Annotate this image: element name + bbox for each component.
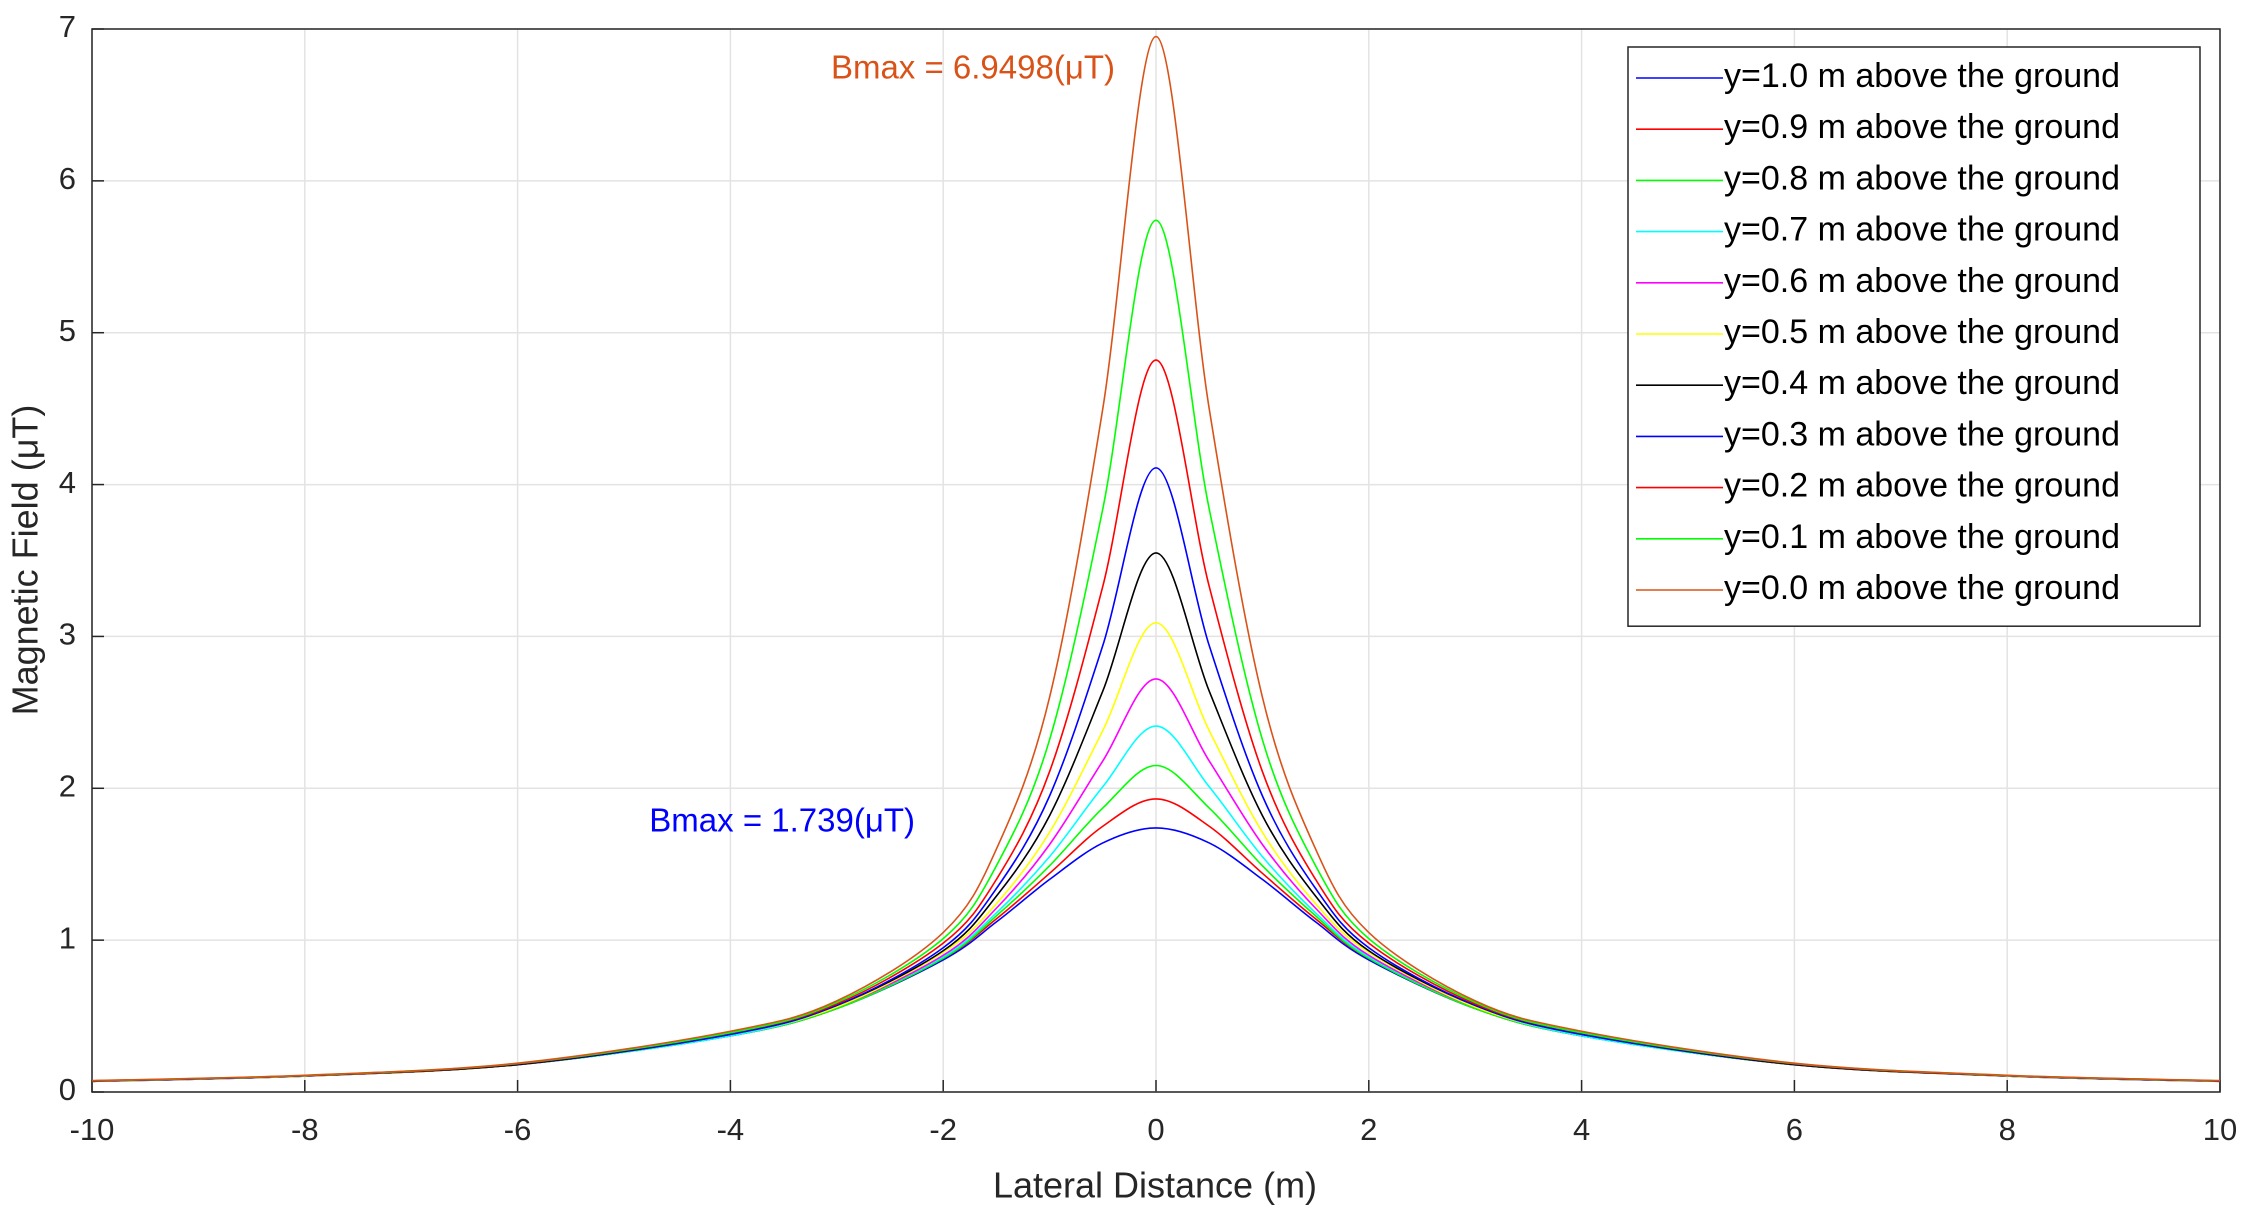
legend-label: y=0.1 m above the ground — [1724, 518, 2120, 556]
annotation: Bmax = 6.9498(μT) — [831, 49, 1115, 86]
x-tick-label: -6 — [504, 1112, 532, 1147]
y-tick-label: 7 — [59, 9, 76, 44]
x-tick-label: -8 — [291, 1112, 319, 1147]
series-line — [91, 219, 2221, 1082]
legend-label: y=0.9 m above the ground — [1724, 108, 2120, 146]
legend-label: y=0.3 m above the ground — [1724, 415, 2120, 453]
x-tick-label: 0 — [1147, 1112, 1164, 1147]
x-tick-label: 6 — [1786, 1112, 1803, 1147]
y-tick-label: 2 — [59, 768, 76, 803]
x-tick-label: -4 — [717, 1112, 745, 1147]
y-tick-label: 5 — [59, 313, 76, 348]
legend-box — [1627, 46, 2201, 627]
legend-label: y=0.8 m above the ground — [1724, 159, 2120, 197]
y-tick-label: 6 — [59, 161, 76, 196]
plot-frame — [91, 28, 2221, 1093]
annotation: Bmax = 1.739(μT) — [649, 802, 915, 839]
x-tick-label: 10 — [2203, 1112, 2237, 1147]
legend-label: y=0.7 m above the ground — [1724, 211, 2120, 249]
x-axis-label: Lateral Distance (m) — [993, 1165, 1317, 1205]
y-tick-label: 0 — [59, 1072, 76, 1107]
x-tick-label: 2 — [1360, 1112, 1377, 1147]
series-line — [91, 467, 2221, 1082]
y-tick-label: 1 — [59, 920, 76, 955]
x-tick-label: 4 — [1573, 1112, 1590, 1147]
legend-label: y=0.4 m above the ground — [1724, 364, 2120, 402]
y-tick-label: 3 — [59, 617, 76, 652]
legend-label: y=1.0 m above the ground — [1724, 57, 2120, 95]
legend-label: y=0.0 m above the ground — [1724, 569, 2120, 607]
series-line — [91, 35, 2221, 1082]
y-axis-label: Magnetic Field (μT) — [5, 405, 46, 716]
legend-label: y=0.6 m above the ground — [1724, 262, 2120, 300]
y-tick-label: 4 — [59, 465, 76, 500]
x-tick-label: -10 — [70, 1112, 115, 1147]
legend-label: y=0.2 m above the ground — [1724, 467, 2120, 505]
x-tick-label: -2 — [929, 1112, 957, 1147]
x-tick-label: 8 — [1999, 1112, 2016, 1147]
legend-label: y=0.5 m above the ground — [1724, 313, 2120, 351]
